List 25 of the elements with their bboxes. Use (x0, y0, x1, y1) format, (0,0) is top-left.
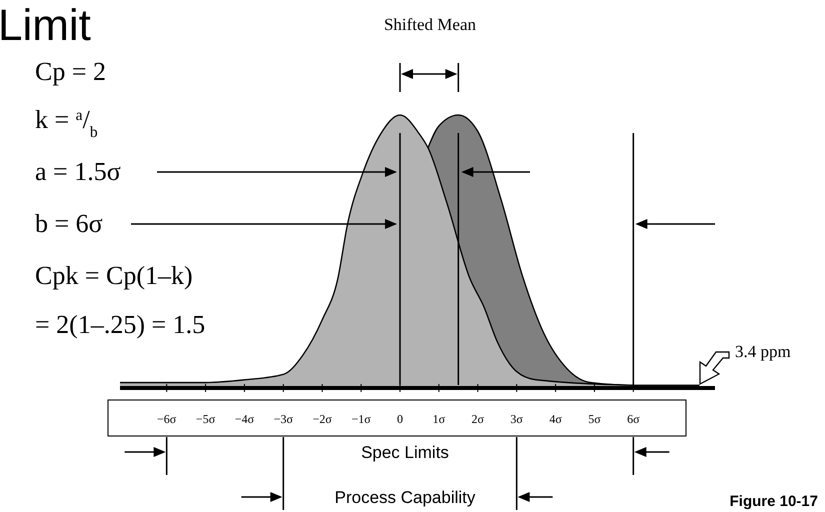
caption: Figure 10-17 (730, 493, 818, 510)
text: Spec Limits (361, 443, 449, 462)
x-tick-label: 4σ (549, 412, 562, 426)
x-tick-label: −4σ (234, 412, 255, 426)
annotation: = 2(1–.25) = 1.5 (35, 310, 206, 339)
x-tick-label: −6σ (157, 412, 177, 426)
annotation: Cpk = Cp(1–k) (35, 261, 193, 290)
x-tick-label: 2σ (472, 412, 485, 426)
text: 3.4 ppm (735, 342, 791, 361)
x-tick-label: −3σ (274, 412, 294, 426)
x-tick-label: 6σ (627, 412, 640, 426)
x-tick-label: −2σ (312, 412, 332, 426)
chart-title: Limit (0, 1, 91, 50)
x-tick-label: 3σ (510, 412, 524, 426)
text: b = 6σ (35, 209, 103, 238)
text: Cp = 2 (35, 57, 106, 86)
annotation: a = 1.5σ (35, 157, 121, 186)
text: Process Capability (334, 488, 476, 507)
x-tick-label: 0 (397, 412, 403, 426)
x-tick-label: 1σ (432, 412, 446, 426)
text: Shifted Mean (384, 15, 477, 34)
x-tick-label: −1σ (351, 412, 372, 426)
x-tick-label: −5σ (196, 412, 216, 426)
x-tick-label: 5σ (588, 412, 602, 426)
text: k = $^{a}$/$_{b}$ (35, 105, 98, 140)
